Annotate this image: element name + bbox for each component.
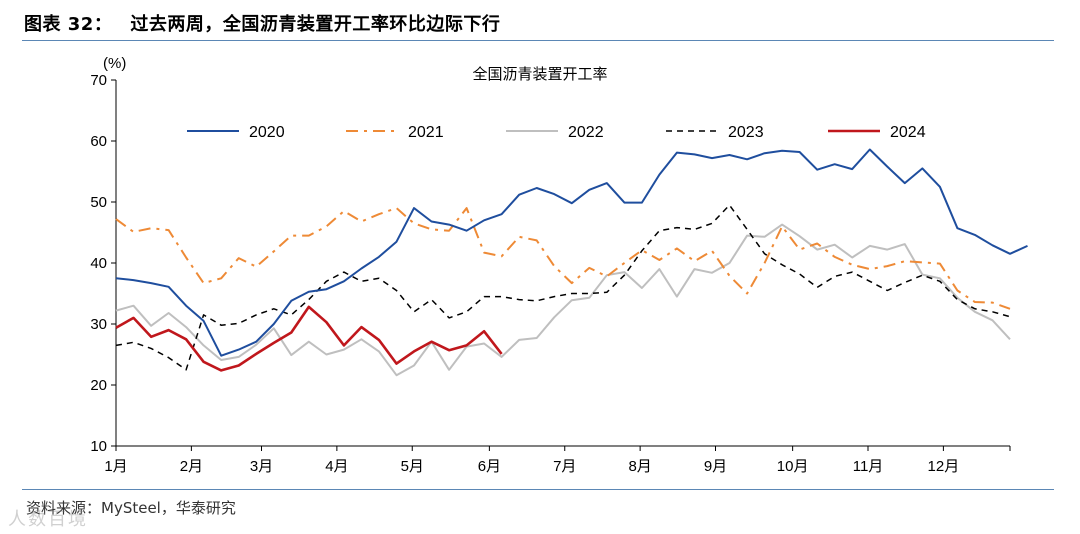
x-tick-label: 1月	[104, 458, 127, 475]
y-axis-unit: (%)	[103, 55, 126, 72]
bottom-rule	[22, 489, 1054, 490]
figure-label: 图表 32：	[24, 14, 113, 35]
x-tick-label: 4月	[325, 458, 348, 475]
y-tick-label: 70	[90, 72, 107, 89]
x-tick-label: 5月	[401, 458, 424, 475]
y-tick-label: 20	[90, 377, 107, 394]
series-line-2023	[115, 204, 1011, 371]
legend-label-2022: 2022	[568, 124, 604, 141]
series-line-2024	[115, 305, 503, 372]
figure-title-text: 过去两周，全国沥青装置开工率环比边际下行	[130, 14, 501, 35]
source-note: 资料来源：MySteel，华泰研究	[26, 499, 236, 517]
chart-series	[115, 148, 1028, 377]
y-tick-label: 60	[90, 133, 107, 150]
legend-label-2023: 2023	[728, 124, 764, 141]
y-tick-label: 10	[90, 438, 107, 455]
legend-label-2021: 2021	[408, 124, 444, 141]
x-tick-label: 7月	[553, 458, 576, 475]
top-rule	[22, 40, 1054, 41]
series-line-2022	[115, 223, 1011, 377]
chart-axes: 10 20 30 40 50 60 70 1月 2月 3月 4月 5月 6月 7月 8月 9月 10月 11月 12…	[90, 72, 1011, 475]
x-tick-label: 11月	[853, 458, 884, 475]
x-tick-label: 10月	[777, 458, 809, 475]
series-line-2021	[115, 207, 1011, 310]
series-line-2020	[115, 148, 1028, 357]
x-tick-label: 12月	[928, 458, 960, 475]
y-tick-label: 30	[90, 316, 107, 333]
x-tick-label: 2月	[180, 458, 203, 475]
figure-title: 图表 32： 过去两周，全国沥青装置开工率环比边际下行	[24, 10, 500, 36]
watermark: 人数百境	[8, 509, 88, 530]
legend-label-2020: 2020	[249, 124, 285, 141]
chart-legend: 2020 2021 2022 2023 2024	[187, 124, 926, 141]
x-tick-label: 8月	[628, 458, 651, 475]
legend-label-2024: 2024	[890, 124, 926, 141]
chart-title: 全国沥青装置开工率	[472, 65, 607, 83]
x-tick-label: 9月	[704, 458, 727, 475]
x-tick-label: 6月	[478, 458, 501, 475]
y-tick-label: 40	[90, 255, 107, 272]
y-tick-label: 50	[90, 194, 107, 211]
x-tick-label: 3月	[250, 458, 273, 475]
